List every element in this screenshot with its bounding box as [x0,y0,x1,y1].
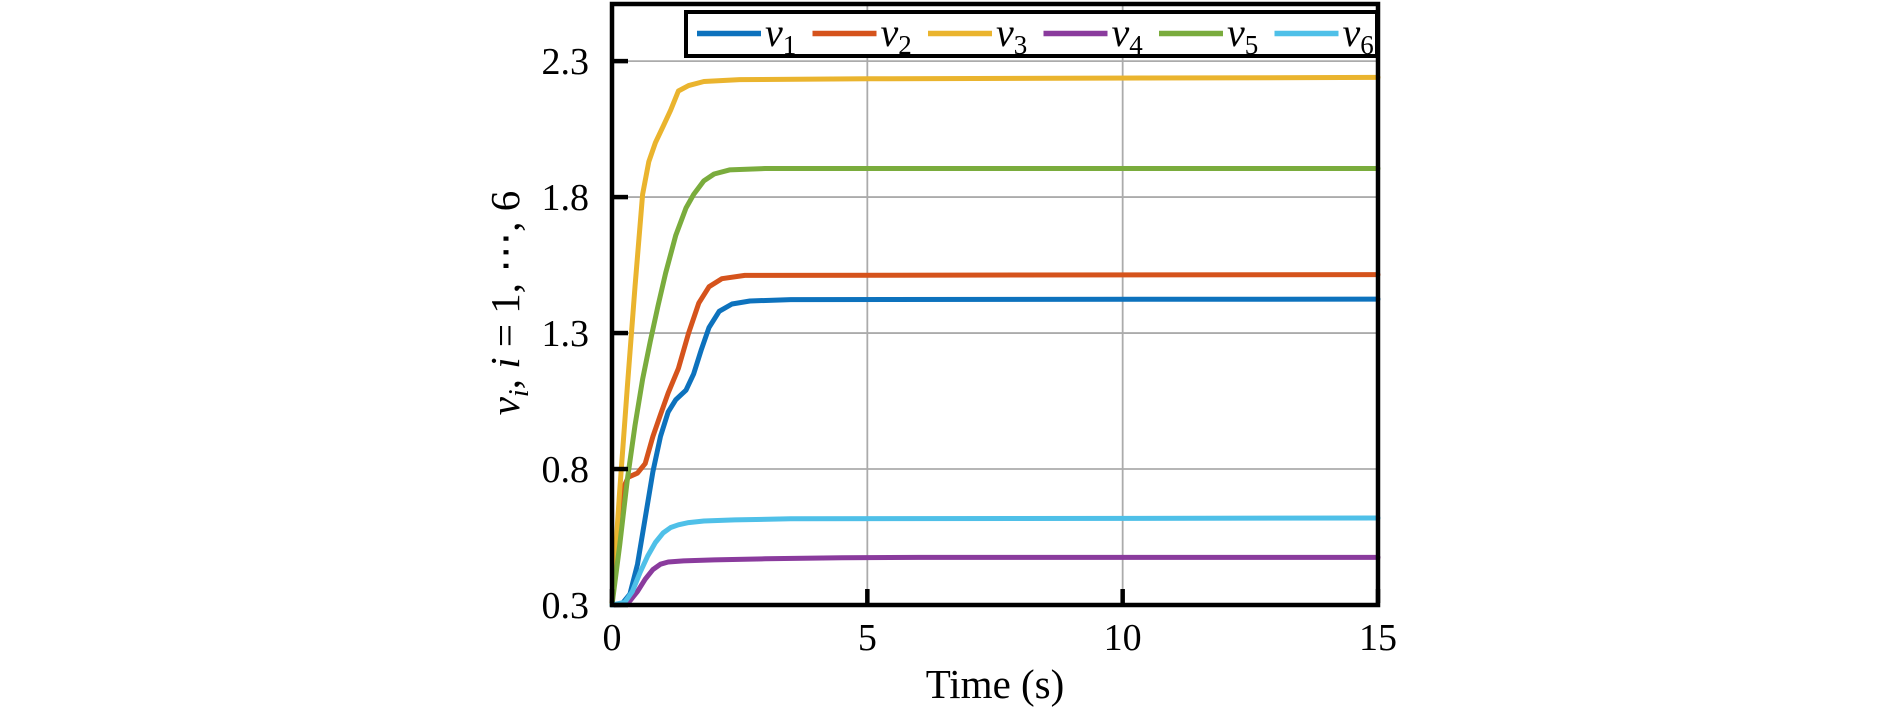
legend-label-base-v4: v [1112,10,1130,55]
legend-label-subscript-v5: 5 [1245,30,1259,60]
legend-label-subscript-v1: 1 [783,30,797,60]
x-tick-label-5: 5 [858,617,877,659]
legend-item-v1: v1 [697,10,796,60]
legend-item-v2: v2 [812,10,912,60]
legend-label-subscript-v3: 3 [1014,30,1028,60]
legend-label-v5: v5 [1227,10,1258,60]
x-tick-label-0: 0 [603,617,622,659]
legend-item-v5: v5 [1159,10,1258,60]
y-axis-label-separator: , [482,369,528,390]
y-tick-label-1.3: 1.3 [542,313,590,355]
series-line-v5 [609,166,1381,608]
legend-label-base-v6: v [1343,10,1361,55]
y-axis-label: vi, i = 1, ⋯, 6 [482,191,535,416]
y-tick-label-2.3: 2.3 [542,41,590,83]
series-line-v4 [609,554,1381,608]
plot-border [609,1,1381,608]
y-tick-label-0.8: 0.8 [542,449,590,491]
y-axis-label-variable: i [482,357,528,368]
legend-label-v6: v6 [1343,10,1374,60]
y-tick-label-0.3: 0.3 [542,585,590,627]
legend-label-base-v3: v [996,10,1014,55]
legend-label-base-v2: v [881,10,899,55]
legend: v1 v2 v3 v4 v5 v6 [684,10,1379,60]
legend-item-v4: v4 [1043,10,1144,60]
legend-label-v3: v3 [996,10,1027,60]
y-axis-label-tail: = 1, ⋯, 6 [482,191,528,358]
y-axis-label-subscript: i [504,389,535,397]
series-line-v1 [609,296,1381,608]
legend-label-v4: v4 [1112,10,1144,60]
legend-label-base-v1: v [765,10,783,55]
x-tick-label-10: 10 [1104,617,1142,659]
legend-label-v2: v2 [881,10,912,60]
y-axis-label-base: v [482,396,528,415]
legend-label-base-v5: v [1227,10,1245,55]
y-tick-label-1.8: 1.8 [542,177,590,219]
legend-label-subscript-v2: 2 [898,30,912,60]
legend-items: v1 v2 v3 v4 v5 v6 [697,10,1374,60]
legend-box [684,10,1379,58]
series-line-v6 [609,515,1381,608]
x-axis-label: Time (s) [926,661,1065,707]
gridlines [612,4,1378,605]
legend-label-subscript-v6: 6 [1360,30,1374,60]
x-tick-label-15: 15 [1359,617,1397,659]
series-line-v3 [609,74,1381,608]
legend-label-subscript-v4: 4 [1129,30,1143,60]
legend-item-v3: v3 [928,10,1027,60]
tick-labels: 0 5 10 15 0.3 0.8 1.3 1.8 2.3 [542,41,1398,659]
axis-ticks [609,58,1381,608]
legend-item-v6: v6 [1274,10,1374,60]
legend-label-v1: v1 [765,10,796,60]
series-lines [609,74,1381,608]
